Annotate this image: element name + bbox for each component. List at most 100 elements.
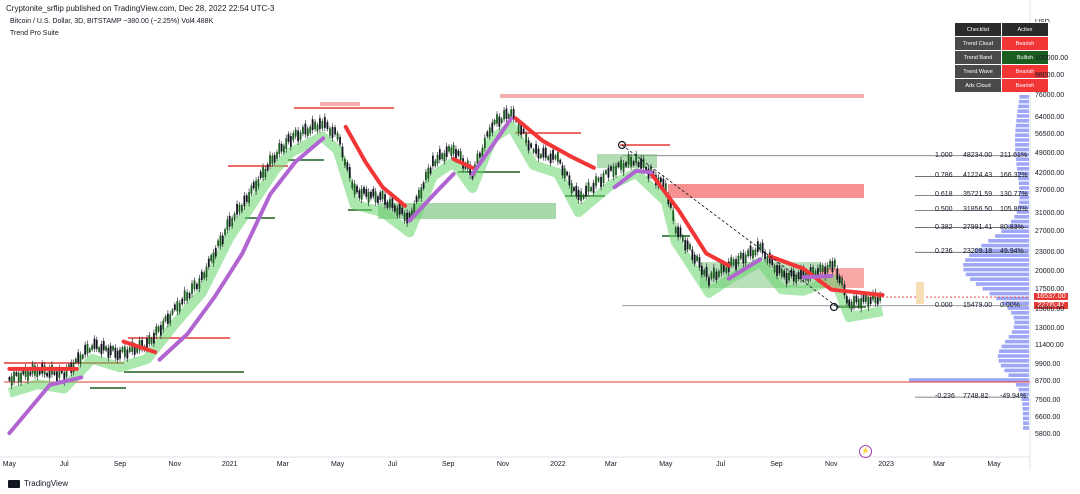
candle-body bbox=[853, 296, 855, 307]
candle-body bbox=[708, 277, 710, 286]
event-lightning-icon[interactable]: ⚡ bbox=[859, 445, 872, 458]
volume-profile-bar bbox=[969, 253, 1029, 257]
candle-body bbox=[283, 145, 285, 153]
candle-body bbox=[645, 167, 647, 172]
candle-body bbox=[186, 292, 189, 301]
candle-body bbox=[554, 155, 557, 160]
candle-body bbox=[587, 182, 590, 192]
candle-body bbox=[233, 213, 236, 220]
candle-body bbox=[381, 191, 384, 200]
candle-body bbox=[732, 259, 735, 266]
candle-body bbox=[776, 265, 778, 276]
x-tick-label: May bbox=[659, 461, 673, 468]
volume-profile-bar bbox=[996, 296, 1029, 301]
volume-profile-bar bbox=[1022, 416, 1029, 421]
volume-profile-bar bbox=[1001, 229, 1029, 233]
volume-profile-bar bbox=[1016, 114, 1029, 118]
volume-profile-bar bbox=[1011, 311, 1029, 315]
candle-body bbox=[124, 346, 126, 357]
y-tick-label: 9900.00 bbox=[1035, 360, 1061, 368]
candle-body bbox=[100, 344, 103, 355]
x-tick-label: 2022 bbox=[550, 461, 566, 468]
volume-profile-bar bbox=[1022, 426, 1029, 430]
indicator-name[interactable]: Trend Pro Suite bbox=[10, 30, 59, 37]
fib-ratio: 0.000 bbox=[935, 301, 953, 309]
volume-profile-bar bbox=[963, 267, 1029, 272]
y-tick-label: 100000.00 bbox=[1035, 55, 1069, 63]
volume-profile-bar bbox=[1015, 157, 1029, 161]
fib-anchor-high bbox=[617, 140, 627, 150]
candle-body bbox=[864, 294, 867, 302]
price-zone bbox=[500, 94, 864, 98]
y-tick-label: 49000.00 bbox=[1035, 149, 1065, 157]
volume-profile-bar bbox=[1022, 421, 1029, 425]
volume-profile-bar bbox=[1015, 133, 1029, 137]
candle-body bbox=[520, 124, 523, 135]
volume-profile-bar bbox=[998, 359, 1029, 363]
candle-body bbox=[710, 272, 713, 279]
volume-profile-bar bbox=[1011, 219, 1029, 224]
candle-body bbox=[131, 341, 134, 352]
candle-body bbox=[766, 256, 769, 263]
candle-body bbox=[304, 123, 307, 135]
candle-body bbox=[306, 128, 309, 137]
checklist-row: Trend Cloud Bearish bbox=[954, 36, 1049, 51]
candle-body bbox=[778, 265, 781, 274]
candle-body bbox=[228, 215, 231, 227]
candle-body bbox=[522, 128, 525, 133]
candle-body bbox=[630, 157, 633, 167]
candle-body bbox=[236, 203, 238, 215]
candle-body bbox=[441, 153, 444, 160]
volume-profile-bar bbox=[1013, 315, 1029, 320]
candle-body bbox=[203, 272, 206, 279]
candle-body bbox=[95, 339, 98, 350]
volume-profile-bar bbox=[1015, 147, 1029, 152]
candle-body bbox=[346, 162, 349, 170]
candle-body bbox=[481, 147, 484, 157]
fib-percent: 105.80% bbox=[1000, 206, 1028, 214]
candle-body bbox=[696, 255, 698, 261]
candle-body bbox=[278, 143, 281, 154]
price-zone bbox=[320, 102, 360, 106]
checklist-status: Bearish bbox=[1001, 78, 1049, 93]
candle-body bbox=[459, 151, 462, 161]
candle-body bbox=[498, 116, 501, 127]
candle-body bbox=[27, 370, 29, 381]
candle-body bbox=[785, 273, 788, 284]
candle-body bbox=[299, 132, 302, 140]
volume-profile-bar bbox=[1006, 224, 1029, 229]
candle-body bbox=[876, 297, 879, 305]
candle-body bbox=[348, 167, 351, 178]
volume-profile-bar bbox=[1018, 104, 1029, 109]
trend-cloud bbox=[7, 121, 884, 398]
fib-price: 7748.82 bbox=[963, 393, 989, 401]
candle-body bbox=[457, 150, 460, 156]
candle-body bbox=[479, 152, 481, 158]
candle-body bbox=[615, 165, 617, 176]
session-marker bbox=[916, 282, 924, 304]
fib-anchor-low bbox=[829, 302, 839, 312]
trend-wave-bearish bbox=[768, 254, 885, 297]
fib-percent: -49.94% bbox=[1000, 393, 1027, 401]
volume-profile-bar bbox=[1018, 387, 1029, 392]
candle-body bbox=[540, 154, 542, 159]
volume-profile-bar bbox=[1007, 306, 1029, 310]
candle-body bbox=[573, 187, 575, 191]
volume-profile-bar bbox=[997, 354, 1029, 358]
candle-body bbox=[116, 350, 119, 361]
y-tick-label: 15000.00 bbox=[1035, 305, 1065, 313]
candle-body bbox=[450, 147, 453, 156]
candle-body bbox=[266, 164, 269, 171]
candle-body bbox=[316, 124, 319, 132]
volume-profile-bar bbox=[1016, 162, 1029, 166]
candle-body bbox=[838, 275, 841, 284]
candle-body bbox=[744, 254, 747, 263]
candle-body bbox=[833, 259, 836, 268]
candle-body bbox=[635, 153, 638, 164]
candle-body bbox=[848, 299, 851, 307]
volume-profile-bar bbox=[1022, 407, 1029, 411]
y-tick-label: 11400.00 bbox=[1035, 342, 1064, 350]
candle-body bbox=[855, 295, 858, 303]
tradingview-logo-icon bbox=[8, 479, 20, 488]
